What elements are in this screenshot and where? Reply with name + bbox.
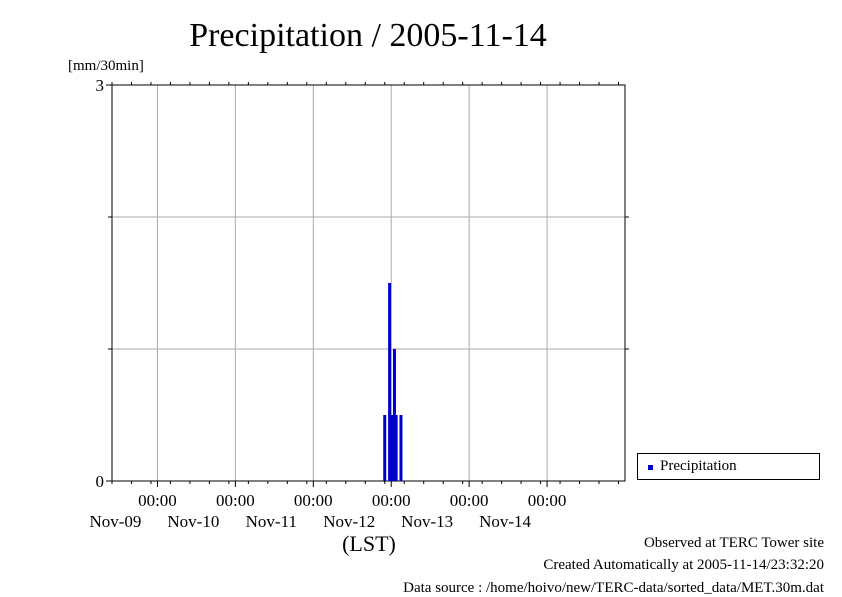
y-tick-label-0: 0 [96,472,105,491]
y-tick-label-3: 3 [96,76,105,95]
precipitation-bars [383,283,403,481]
precipitation-bar [392,349,396,481]
precipitation-bar [394,415,398,481]
chart-title: Precipitation / 2005-11-14 [189,17,547,54]
plot-frame [111,84,626,482]
x-tick-date-label: Nov-09 [89,512,141,531]
x-axis-label: (LST) [342,531,396,556]
legend-swatch [648,465,653,470]
x-tick-time-label: 00:00 [450,491,489,510]
y-axis-unit: [mm/30min] [68,58,144,74]
footer-observed: Observed at TERC Tower site [643,535,824,551]
x-tick-time-label: 00:00 [216,491,255,510]
x-tick-date-label: Nov-14 [479,512,531,531]
footer-source: Data source : /home/hoivo/new/TERC-data/… [403,580,824,596]
precipitation-bar [389,415,393,481]
x-tick-time-label: 00:00 [138,491,177,510]
legend: Precipitation [637,453,820,480]
precipitation-bar [391,415,395,481]
footer-created: Created Automatically at 2005-11-14/23:3… [543,557,824,573]
x-tick-date-label: Nov-10 [167,512,219,531]
x-tick-date-label: Nov-12 [323,512,375,531]
legend-label: Precipitation [660,458,737,474]
precipitation-bar [383,415,387,481]
grid-lines [112,85,625,481]
precipitation-bar [399,415,403,481]
precipitation-bar [388,283,392,481]
x-tick-time-label: 00:00 [294,491,333,510]
x-tick-labels: 00:00 Nov-09 00:00 Nov-10 00:00 Nov-11 00:00 No… [89,491,566,531]
x-tick-time-label: 00:00 [372,491,411,510]
x-tick-date-label: Nov-11 [246,512,297,531]
x-tick-time-label: 00:00 [528,491,567,510]
axis-ticks [106,82,629,487]
x-tick-date-label: Nov-13 [401,512,453,531]
